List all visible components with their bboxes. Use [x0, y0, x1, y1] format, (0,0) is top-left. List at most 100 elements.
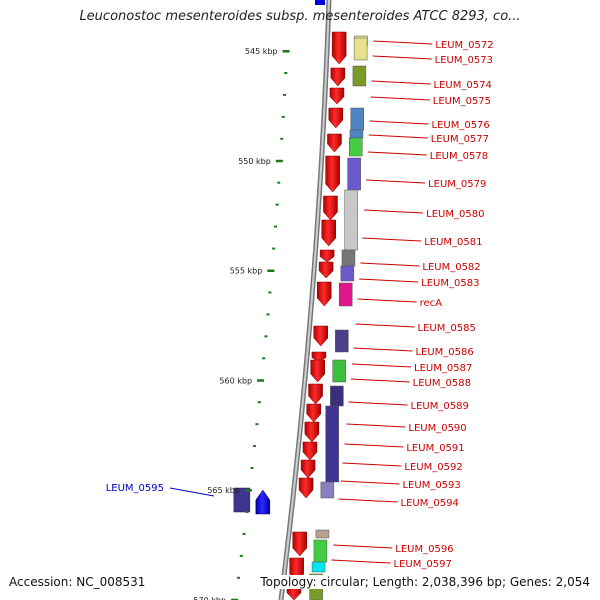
cds-arrow[interactable] — [308, 383, 323, 405]
gene-label[interactable]: recA — [420, 298, 443, 309]
gene-label[interactable]: LEUM_0586 — [415, 347, 473, 358]
cds-arrow[interactable] — [313, 325, 329, 347]
cog-box[interactable] — [338, 282, 353, 307]
cog-box[interactable] — [340, 265, 355, 282]
scale-tick-minor — [255, 423, 259, 426]
cog-box[interactable] — [348, 137, 363, 157]
cog-box[interactable] — [332, 359, 346, 383]
gene-label[interactable]: LEUM_0597 — [394, 559, 452, 570]
cog-box[interactable] — [311, 561, 326, 573]
cog-box[interactable] — [349, 129, 364, 139]
scale-tick-minor — [283, 93, 287, 96]
scale-tick-label: 565 kbp — [207, 486, 240, 495]
cds-arrow[interactable] — [321, 219, 337, 247]
scale-tick-major — [231, 598, 239, 600]
scale-tick-minor — [242, 532, 246, 535]
cog-box[interactable] — [350, 107, 365, 131]
gene-label[interactable]: LEUM_0594 — [401, 498, 459, 509]
gene-label[interactable]: LEUM_0585 — [418, 323, 476, 334]
cds-arrow[interactable] — [304, 421, 320, 443]
cds-arrow[interactable] — [328, 107, 344, 129]
scale-tick-major — [282, 50, 290, 53]
gene-label[interactable]: LEUM_0583 — [421, 278, 479, 289]
cds-arrow-reverse[interactable] — [315, 0, 325, 5]
scale-tick-minor — [264, 335, 268, 338]
gene-label[interactable]: LEUM_0576 — [432, 120, 490, 131]
cog-box[interactable] — [313, 539, 328, 563]
cds-arrow[interactable] — [329, 87, 345, 105]
cog-box[interactable] — [347, 157, 361, 191]
gene-label[interactable]: LEUM_0574 — [434, 80, 492, 91]
scale-tick-minor — [253, 445, 257, 448]
scale-tick-minor — [284, 71, 288, 74]
cds-arrow[interactable] — [310, 359, 325, 383]
cds-arrow[interactable] — [292, 531, 308, 557]
scale-tick-minor — [273, 225, 277, 228]
sequence-summary-text: Topology: circular; Length: 2,038,396 bp… — [260, 575, 590, 589]
gene-labels: LEUM_0572 LEUM_0573 LEUM_0574 LEUM_0575 LEUM… — [106, 40, 494, 570]
scale-tick-label: 555 kbp — [230, 267, 263, 276]
scale-tick-minor — [262, 357, 266, 360]
scale-tick-minor — [239, 554, 243, 557]
gene-label[interactable]: LEUM_0593 — [402, 480, 460, 491]
cds-arrow[interactable] — [306, 403, 322, 423]
scale-tick-major — [275, 159, 283, 163]
gene-label[interactable]: LEUM_0588 — [413, 378, 471, 389]
scale-tick-minor — [277, 181, 281, 184]
cds-arrow-reverse[interactable] — [255, 489, 271, 515]
cog-box[interactable] — [335, 329, 349, 353]
gene-label[interactable]: LEUM_0577 — [431, 134, 489, 145]
gene-label[interactable]: LEUM_0578 — [430, 151, 488, 162]
gene-label[interactable]: LEUM_0579 — [428, 179, 486, 190]
cog-box[interactable] — [315, 529, 330, 539]
cog-category-track — [233, 35, 368, 600]
gene-label-highlighted[interactable]: LEUM_0595 — [106, 483, 164, 494]
cds-arrow[interactable] — [316, 281, 332, 307]
cog-box[interactable] — [341, 249, 356, 267]
gene-label[interactable]: LEUM_0590 — [408, 423, 466, 434]
cog-box[interactable] — [233, 487, 251, 513]
gene-label[interactable]: LEUM_0573 — [435, 55, 493, 66]
gene-label[interactable]: LEUM_0589 — [411, 401, 469, 412]
gene-label[interactable]: LEUM_0575 — [433, 96, 491, 107]
cog-box[interactable] — [330, 385, 344, 407]
cog-box[interactable] — [352, 65, 367, 87]
cds-arrow[interactable] — [318, 261, 334, 279]
scale-ruler: 545 kbp 550 kbp 555 kbp 560 kbp 565 kbp 570 k… — [193, 47, 290, 600]
scale-tick-label: 550 kbp — [238, 157, 271, 166]
gene-label[interactable]: LEUM_0572 — [435, 40, 493, 51]
cds-arrow[interactable] — [300, 459, 316, 479]
gene-label[interactable]: LEUM_0581 — [424, 237, 482, 248]
scale-tick-major — [244, 489, 252, 492]
cog-box[interactable] — [344, 189, 358, 251]
cds-arrow[interactable] — [298, 477, 314, 499]
scale-tick-minor — [275, 203, 279, 206]
cds-arrow[interactable] — [319, 249, 335, 263]
cds-track — [255, 0, 347, 600]
cds-arrow[interactable] — [330, 67, 346, 87]
gene-label[interactable]: LEUM_0592 — [404, 462, 462, 473]
cds-arrow[interactable] — [302, 441, 318, 461]
gene-label[interactable]: LEUM_0591 — [406, 443, 464, 454]
cds-arrow[interactable] — [325, 155, 340, 193]
cds-arrow[interactable] — [327, 133, 342, 153]
scale-tick-minor — [280, 137, 284, 140]
scale-tick-minor — [272, 247, 276, 250]
scale-tick-label: 560 kbp — [219, 376, 252, 385]
scale-tick-major — [257, 379, 265, 382]
gene-label[interactable]: LEUM_0587 — [414, 363, 472, 374]
cog-box[interactable] — [320, 481, 335, 499]
cog-box[interactable] — [325, 405, 339, 483]
scale-tick-label: 570 kbp — [193, 596, 226, 600]
gene-label[interactable]: LEUM_0596 — [395, 544, 453, 555]
scale-tick-minor — [245, 510, 249, 513]
cog-box[interactable] — [353, 37, 368, 61]
cds-arrow[interactable] — [331, 31, 347, 65]
cds-arrow[interactable] — [323, 195, 338, 221]
scale-tick-minor — [257, 401, 261, 404]
gene-label[interactable]: LEUM_0582 — [422, 262, 480, 273]
gene-label[interactable]: LEUM_0580 — [426, 209, 484, 220]
scale-tick-major — [267, 269, 275, 272]
